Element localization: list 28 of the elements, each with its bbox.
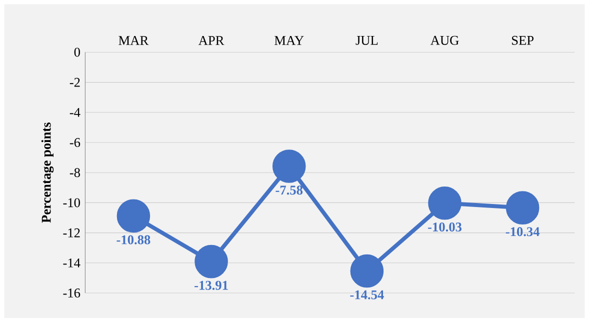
x-tick-label: MAR	[118, 36, 149, 45]
point	[506, 191, 540, 224]
y-tick-label: -6	[70, 138, 80, 147]
point	[428, 186, 462, 220]
data-label: -7.58	[276, 186, 303, 195]
point	[272, 150, 306, 183]
data-label: -10.34	[506, 227, 540, 236]
y-tick-label: -12	[63, 228, 80, 238]
y-tick-label: -10	[63, 198, 80, 208]
point	[116, 199, 150, 232]
y-tick-label: -4	[70, 108, 80, 117]
y-tick-label: -2	[70, 78, 80, 87]
data-label: -10.88	[116, 235, 150, 244]
x-tick-label: MAY	[274, 36, 304, 45]
y-tick-label: 0	[74, 48, 80, 57]
x-tick-label: JUL	[356, 36, 378, 45]
point	[194, 244, 228, 278]
y-tick-label: -14	[63, 258, 80, 268]
data-label: -10.03	[428, 222, 462, 232]
y-tick-label: -16	[63, 288, 80, 298]
x-tick-label: AUG	[430, 36, 459, 45]
y-axis-title: Percentage points	[41, 122, 54, 223]
data-label: -14.54	[350, 290, 384, 300]
x-tick-label: APR	[198, 36, 224, 45]
y-tick-label: -8	[70, 168, 80, 177]
point	[350, 254, 384, 288]
data-label: -13.91	[194, 280, 228, 290]
x-tick-label: SEP	[512, 36, 534, 45]
